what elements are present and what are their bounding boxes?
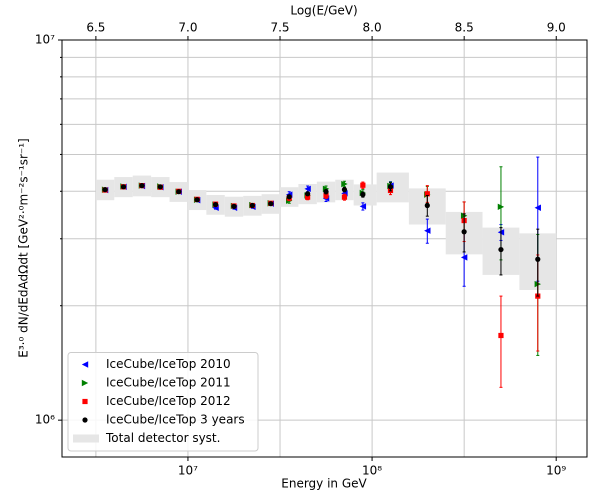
data-point <box>305 191 311 197</box>
data-point <box>360 182 366 188</box>
data-point <box>212 201 219 208</box>
data-point <box>305 194 311 200</box>
legend-label: IceCube/IceTop 2011 <box>106 376 231 390</box>
x2-tick-label: 6.5 <box>86 21 105 35</box>
data-point <box>424 202 430 209</box>
data-point <box>360 192 366 198</box>
x2-tick-label: 7.5 <box>270 21 289 35</box>
data-point <box>534 204 541 211</box>
legend-marker <box>81 379 89 387</box>
data-point <box>359 203 367 210</box>
legend-swatch <box>73 434 99 443</box>
data-point <box>387 184 394 190</box>
data-point <box>231 203 237 209</box>
data-point <box>268 201 274 207</box>
plot-frame <box>61 39 588 458</box>
data-point <box>498 246 504 253</box>
data-point <box>194 197 200 203</box>
data-point <box>249 202 255 209</box>
x-axis-label: Energy in GeV <box>281 477 367 491</box>
data-point <box>341 194 348 200</box>
legend-box <box>67 352 259 452</box>
data-point <box>120 184 127 190</box>
data-point <box>535 256 541 262</box>
x2-axis-label: Log(E/GeV) <box>290 4 357 18</box>
y-axis-label: E³·⁰ dN/dEdAdΩdt [GeV²·⁰m⁻²s⁻¹sr⁻¹] <box>17 138 31 357</box>
data-point <box>341 180 348 188</box>
data-point <box>460 254 468 261</box>
x2-tick-label: 9.0 <box>547 21 566 35</box>
data-point <box>498 332 504 339</box>
y-tick-label: 10⁷ <box>35 33 55 47</box>
x-tick-label: 10⁹ <box>546 464 566 478</box>
y-tick-label: 10⁶ <box>35 413 55 427</box>
data-point <box>461 229 467 235</box>
x-tick-label: 10⁷ <box>178 464 198 478</box>
data-point <box>157 184 163 190</box>
x-tick-label: 10⁸ <box>362 464 382 478</box>
data-point <box>424 191 430 197</box>
data-point <box>304 185 311 193</box>
x2-tick-label: 8.0 <box>363 21 382 35</box>
data-point <box>176 189 182 195</box>
legend-label: IceCube/IceTop 3 years <box>106 413 245 427</box>
data-point <box>497 203 505 211</box>
data-point <box>286 194 292 200</box>
legend-label: IceCube/IceTop 2010 <box>106 357 231 371</box>
legend-marker <box>82 417 88 423</box>
legend-marker <box>81 361 89 368</box>
x2-tick-label: 8.5 <box>455 21 474 35</box>
data-point <box>424 227 431 234</box>
data-point <box>323 189 329 195</box>
legend-marker <box>82 398 88 405</box>
data-point <box>102 187 108 193</box>
data-point <box>341 187 348 193</box>
data-point <box>323 192 329 199</box>
x2-tick-label: 7.0 <box>178 21 197 35</box>
legend-label: Total detector syst. <box>105 431 220 445</box>
data-point <box>139 183 145 189</box>
legend-label: IceCube/IceTop 2012 <box>106 394 231 408</box>
